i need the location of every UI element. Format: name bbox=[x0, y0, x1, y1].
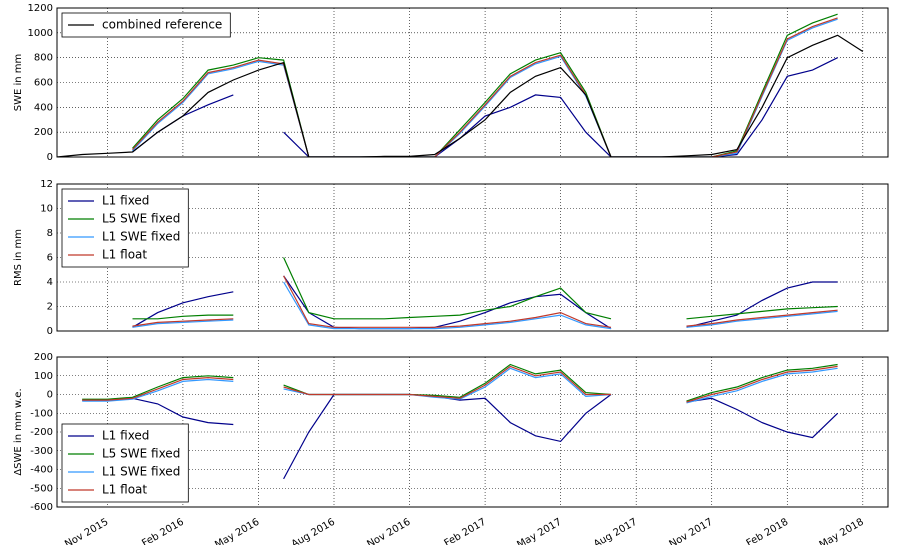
frame bbox=[56, 7, 889, 158]
legend-box bbox=[61, 423, 189, 503]
legend: L1 fixed L5 SWE fixed L1 SWE fixed L1 float bbox=[61, 423, 189, 503]
x-tick-label: May 2016 bbox=[213, 517, 261, 545]
legend-label: L5 SWE fixed bbox=[102, 447, 180, 461]
legend-label: L1 fixed bbox=[102, 429, 149, 443]
legend: L1 fixed L5 SWE fixed L1 SWE fixed L1 float bbox=[61, 188, 189, 268]
frame bbox=[56, 183, 889, 332]
y-tick-label: -600 bbox=[30, 502, 53, 513]
legend-box bbox=[61, 188, 189, 268]
y-tick-label: 0 bbox=[47, 326, 53, 337]
y-tick-label: 4 bbox=[47, 277, 53, 288]
y-tick-label: 200 bbox=[34, 127, 53, 138]
series-line bbox=[132, 18, 838, 157]
y-axis-label: SWE in mm bbox=[13, 54, 24, 112]
y-tick-label: 0 bbox=[47, 390, 53, 401]
x-tick-label: Aug 2016 bbox=[290, 517, 337, 545]
series-line bbox=[82, 393, 839, 480]
y-tick-label: 1000 bbox=[28, 28, 53, 39]
series-line bbox=[57, 34, 864, 157]
x-tick-label: Feb 2017 bbox=[442, 517, 488, 545]
legend-label: L5 SWE fixed bbox=[102, 212, 180, 226]
y-tick-label: 10 bbox=[40, 204, 53, 215]
y-tick-label: -300 bbox=[30, 446, 53, 457]
series-line bbox=[82, 365, 838, 403]
y-tick-label: 12 bbox=[40, 179, 53, 190]
y-axis-label: RMS in mm bbox=[13, 229, 24, 286]
x-tick-label: May 2017 bbox=[515, 517, 563, 545]
plot-area bbox=[132, 257, 838, 330]
y-tick-label: -200 bbox=[30, 427, 53, 438]
series-line bbox=[132, 281, 838, 330]
series-line bbox=[82, 363, 838, 402]
plot-area bbox=[57, 13, 864, 157]
x-tick-label: Aug 2017 bbox=[592, 517, 639, 545]
series-line bbox=[132, 275, 838, 328]
y-tick-label: -500 bbox=[30, 483, 53, 494]
legend-label: L1 SWE fixed bbox=[102, 465, 180, 479]
y-tick-label: 200 bbox=[34, 352, 53, 363]
legend-label: combined reference bbox=[102, 18, 222, 32]
y-tick-label: 600 bbox=[34, 78, 53, 89]
y-tick-label: 1200 bbox=[28, 3, 53, 14]
y-tick-label: 6 bbox=[47, 253, 53, 264]
y-tick-label: 2 bbox=[47, 302, 53, 313]
y-tick-label: -100 bbox=[30, 408, 53, 419]
x-tick-label: May 2018 bbox=[818, 517, 866, 545]
legend-label: L1 fixed bbox=[102, 194, 149, 208]
y-tick-label: 800 bbox=[34, 53, 53, 64]
y-tick-label: 8 bbox=[47, 228, 53, 239]
x-tick-label: Feb 2016 bbox=[140, 517, 186, 545]
y-tick-label: 400 bbox=[34, 102, 53, 113]
x-tick-label: Nov 2015 bbox=[63, 517, 110, 545]
x-tick-label: Nov 2017 bbox=[668, 517, 715, 545]
y-tick-label: 0 bbox=[47, 152, 53, 163]
frame bbox=[56, 356, 889, 508]
y-tick-label: -400 bbox=[30, 465, 53, 476]
legend: combined reference bbox=[61, 12, 231, 38]
plot-area bbox=[82, 363, 839, 480]
legend-label: L1 float bbox=[102, 483, 147, 497]
series-line bbox=[132, 17, 838, 157]
legend-label: L1 SWE fixed bbox=[102, 230, 180, 244]
x-tick-label: Nov 2016 bbox=[365, 517, 412, 545]
series-line bbox=[132, 257, 838, 320]
legend-label: L1 float bbox=[102, 248, 147, 262]
y-tick-label: 100 bbox=[34, 371, 53, 382]
x-tick-label: Feb 2018 bbox=[745, 517, 791, 545]
y-axis-label: ΔSWE in mm w.e. bbox=[13, 388, 24, 475]
